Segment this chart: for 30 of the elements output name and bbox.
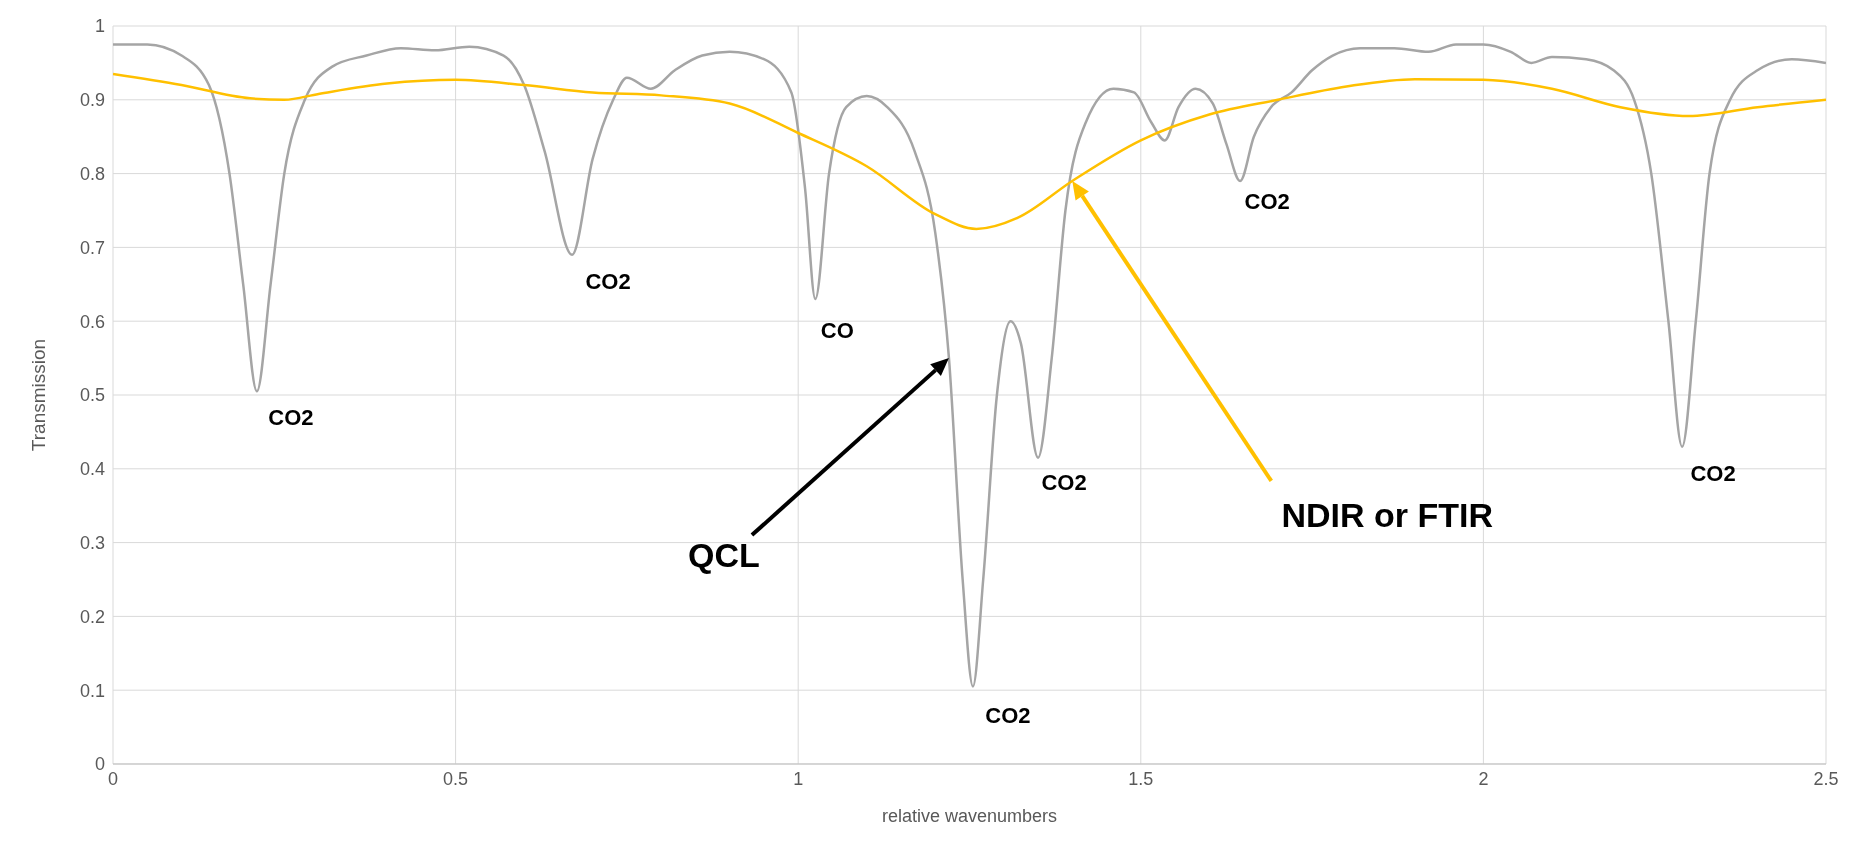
y-tick-label: 0.8: [79, 163, 105, 184]
annotation: CO2: [1244, 188, 1290, 214]
x-tick-label: 1.5: [1128, 768, 1154, 789]
annotation: CO2: [1690, 460, 1736, 486]
x-tick-label: 0: [107, 768, 119, 789]
y-tick-label: 0.1: [79, 680, 105, 701]
x-tick-label: 0.5: [443, 768, 469, 789]
annotation: CO: [820, 317, 854, 343]
line-series: [113, 43, 1826, 688]
y-tick-label: 0.9: [79, 90, 105, 111]
y-tick-label: 0.2: [79, 606, 105, 627]
y-tick-label: 1: [94, 16, 105, 37]
x-tick-label: 2: [1478, 768, 1489, 789]
annotation: CO2: [1041, 469, 1087, 495]
x-tick-label: 1: [793, 768, 804, 789]
line-series: [113, 72, 1826, 231]
y-tick-label: 0.3: [79, 532, 105, 553]
y-tick-label: 0.5: [79, 385, 105, 406]
y-tick-label: 0.6: [79, 311, 105, 332]
annotation: CO2: [985, 702, 1031, 728]
y-axis-title: Transmission: [27, 338, 49, 452]
annotation: CO2: [268, 405, 314, 431]
annotation: NDIR or FTIR: [1281, 495, 1494, 534]
y-tick-label: 0.4: [79, 459, 105, 480]
x-tick-label: 2.5: [1813, 768, 1839, 789]
x-axis-title: relative wavenumbers: [881, 806, 1058, 826]
annotation: QCL: [688, 536, 760, 575]
annotation: CO2: [585, 268, 631, 294]
y-tick-label: 0: [94, 754, 105, 775]
y-tick-label: 0.7: [79, 237, 105, 258]
